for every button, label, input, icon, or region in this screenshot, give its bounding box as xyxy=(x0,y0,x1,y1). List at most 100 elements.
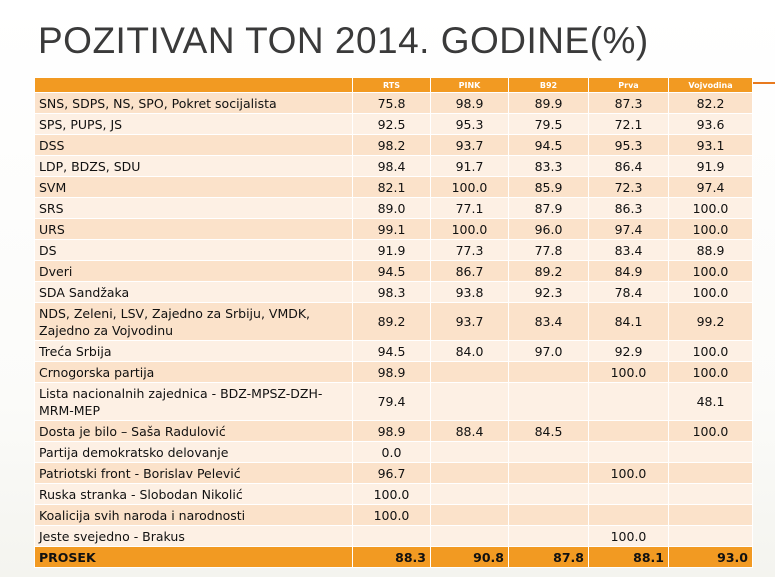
value-cell-b92: 94.5 xyxy=(508,134,589,156)
value-cell-b92 xyxy=(508,462,589,484)
value-cell-prva xyxy=(588,504,669,526)
header-b92: B92 xyxy=(508,77,589,93)
value-cell-prva xyxy=(588,420,669,442)
party-cell: SPS, PUPS, JS xyxy=(34,113,353,135)
value-cell-pink: 100.0 xyxy=(430,218,509,240)
value-cell-b92 xyxy=(508,441,589,463)
value-cell-pink: 95.3 xyxy=(430,113,509,135)
value-cell-vojvodina: 100.0 xyxy=(668,361,753,383)
value-cell-prva: 84.1 xyxy=(588,302,669,341)
value-cell-b92: 89.2 xyxy=(508,260,589,282)
header-vojvodina: Vojvodina xyxy=(668,77,753,93)
value-cell-b92 xyxy=(508,504,589,526)
value-cell-prva: 78.4 xyxy=(588,281,669,303)
value-cell-rts: 0.0 xyxy=(352,441,431,463)
value-cell-prva: 84.9 xyxy=(588,260,669,282)
value-cell-vojvodina: 100.0 xyxy=(668,197,753,219)
table-row: Crnogorska partija 98.9 100.0 100.0 xyxy=(34,361,753,383)
value-cell-rts: 89.0 xyxy=(352,197,431,219)
value-cell-rts: 100.0 xyxy=(352,483,431,505)
table-row: SNS, SDPS, NS, SPO, Pokret socijalista 7… xyxy=(34,92,753,114)
value-cell-pink xyxy=(430,483,509,505)
table-row: Lista nacionalnih zajednica - BDZ-MPSZ-D… xyxy=(34,382,753,421)
party-cell: Ruska stranka - Slobodan Nikolić xyxy=(34,483,353,505)
value-cell-rts: 94.5 xyxy=(352,340,431,362)
party-cell: SVM xyxy=(34,176,353,198)
value-cell-prva: 83.4 xyxy=(588,239,669,261)
value-cell-b92: 77.8 xyxy=(508,239,589,261)
party-cell: Partija demokratsko delovanje xyxy=(34,441,353,463)
party-cell: Treća Srbija xyxy=(34,340,353,362)
value-cell-prva: 95.3 xyxy=(588,134,669,156)
value-cell-pink: 93.7 xyxy=(430,302,509,341)
value-cell-vojvodina: 100.0 xyxy=(668,218,753,240)
value-cell-vojvodina: 100.0 xyxy=(668,340,753,362)
value-cell-prva: 100.0 xyxy=(588,462,669,484)
party-cell: URS xyxy=(34,218,353,240)
value-cell-rts: 98.9 xyxy=(352,420,431,442)
table-row: NDS, Zeleni, LSV, Zajedno za Srbiju, VMD… xyxy=(34,302,753,341)
average-b92: 87.8 xyxy=(508,546,589,568)
value-cell-rts: 89.2 xyxy=(352,302,431,341)
value-cell-pink: 100.0 xyxy=(430,176,509,198)
value-cell-pink: 98.9 xyxy=(430,92,509,114)
average-label: PROSEK xyxy=(34,546,353,568)
value-cell-b92: 89.9 xyxy=(508,92,589,114)
value-cell-rts: 98.2 xyxy=(352,134,431,156)
value-cell-rts: 91.9 xyxy=(352,239,431,261)
value-cell-pink xyxy=(430,504,509,526)
party-cell: DS xyxy=(34,239,353,261)
decorative-line xyxy=(752,82,775,84)
value-cell-prva: 86.4 xyxy=(588,155,669,177)
party-cell: SDA Sandžaka xyxy=(34,281,353,303)
slide-title: POZITIVAN TON 2014. GODINE(%) xyxy=(38,20,649,61)
value-cell-prva: 72.3 xyxy=(588,176,669,198)
table-row: URS 99.1 100.0 96.0 97.4 100.0 xyxy=(34,218,753,240)
table-row: Koalicija svih naroda i narodnosti 100.0 xyxy=(34,504,753,526)
value-cell-b92: 96.0 xyxy=(508,218,589,240)
value-cell-b92: 79.5 xyxy=(508,113,589,135)
value-cell-pink xyxy=(430,462,509,484)
value-cell-prva xyxy=(588,441,669,463)
value-cell-rts: 98.4 xyxy=(352,155,431,177)
value-cell-vojvodina xyxy=(668,462,753,484)
party-cell: DSS xyxy=(34,134,353,156)
value-cell-prva: 86.3 xyxy=(588,197,669,219)
table-row: SDA Sandžaka 98.3 93.8 92.3 78.4 100.0 xyxy=(34,281,753,303)
party-cell: LDP, BDZS, SDU xyxy=(34,155,353,177)
value-cell-pink xyxy=(430,382,509,421)
value-cell-pink: 93.8 xyxy=(430,281,509,303)
value-cell-pink xyxy=(430,361,509,383)
value-cell-prva: 100.0 xyxy=(588,525,669,547)
table-row: Treća Srbija 94.5 84.0 97.0 92.9 100.0 xyxy=(34,340,753,362)
party-cell: NDS, Zeleni, LSV, Zajedno za Srbiju, VMD… xyxy=(34,302,353,341)
value-cell-b92: 83.4 xyxy=(508,302,589,341)
value-cell-b92: 84.5 xyxy=(508,420,589,442)
value-cell-pink: 77.3 xyxy=(430,239,509,261)
value-cell-vojvodina: 82.2 xyxy=(668,92,753,114)
value-cell-prva xyxy=(588,483,669,505)
party-cell: SRS xyxy=(34,197,353,219)
header-party xyxy=(34,77,353,93)
value-cell-b92: 97.0 xyxy=(508,340,589,362)
party-cell: Lista nacionalnih zajednica - BDZ-MPSZ-D… xyxy=(34,382,353,421)
value-cell-rts: 100.0 xyxy=(352,504,431,526)
party-cell: Patriotski front - Borislav Pelević xyxy=(34,462,353,484)
value-cell-pink: 77.1 xyxy=(430,197,509,219)
value-cell-vojvodina xyxy=(668,483,753,505)
value-cell-vojvodina: 93.6 xyxy=(668,113,753,135)
party-cell: Crnogorska partija xyxy=(34,361,353,383)
value-cell-vojvodina: 100.0 xyxy=(668,260,753,282)
value-cell-b92 xyxy=(508,525,589,547)
value-cell-rts: 75.8 xyxy=(352,92,431,114)
header-pink: PINK xyxy=(430,77,509,93)
value-cell-rts: 94.5 xyxy=(352,260,431,282)
value-cell-prva xyxy=(588,382,669,421)
table-row: DSS 98.2 93.7 94.5 95.3 93.1 xyxy=(34,134,753,156)
value-cell-vojvodina xyxy=(668,441,753,463)
table-row: SRS 89.0 77.1 87.9 86.3 100.0 xyxy=(34,197,753,219)
value-cell-vojvodina: 100.0 xyxy=(668,420,753,442)
value-cell-pink: 91.7 xyxy=(430,155,509,177)
average-vojvodina: 93.0 xyxy=(668,546,753,568)
value-cell-vojvodina: 88.9 xyxy=(668,239,753,261)
